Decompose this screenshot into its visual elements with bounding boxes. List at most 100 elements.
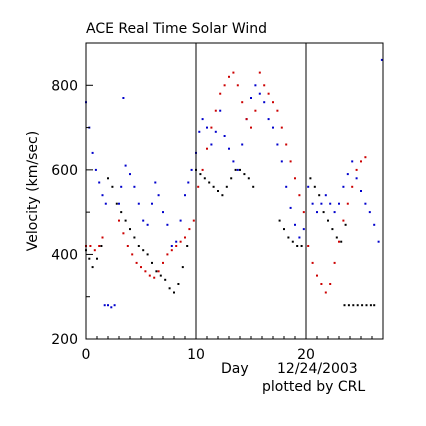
data-point-1-29 [223,84,226,87]
data-point-0-9 [110,306,113,309]
data-point-2-28 [212,185,215,188]
x-tick-label-1: 10 [187,347,205,363]
data-point-0-51 [280,160,283,163]
y-tick-label-0: 200 [51,332,78,348]
data-point-1-51 [320,283,323,285]
data-point-2-2 [91,266,94,269]
data-point-2-53 [343,304,346,307]
data-point-0-74 [380,58,383,61]
data-point-1-1 [89,245,92,247]
data-point-0-34 [206,126,208,129]
data-point-1-18 [175,245,178,247]
data-point-2-57 [361,304,364,307]
data-point-1-14 [157,270,160,273]
data-point-0-63 [333,211,336,214]
data-point-2-49 [331,228,334,231]
data-point-2-59 [369,304,372,307]
data-point-1-43 [285,143,288,146]
data-point-0-55 [298,236,301,239]
data-point-1-26 [210,126,213,129]
data-point-1-38 [263,84,266,87]
data-point-2-20 [173,291,175,294]
data-point-0-16 [133,185,136,188]
data-point-1-34 [245,118,248,121]
data-point-0-64 [338,202,340,205]
data-point-2-34 [239,168,241,171]
data-point-0-17 [137,202,140,205]
data-point-1-35 [250,126,252,129]
data-point-2-7 [115,202,118,205]
data-point-0-35 [210,143,213,146]
data-point-2-12 [137,245,140,247]
data-point-2-1 [88,257,91,260]
data-point-0-61 [324,194,327,197]
data-point-0-33 [201,118,204,121]
data-point-0-18 [142,219,145,222]
data-point-2-40 [287,236,290,239]
data-point-0-8 [107,304,109,307]
data-point-1-50 [316,274,318,277]
data-point-2-31 [225,185,228,188]
x-tick-label-0: 0 [82,347,91,363]
data-point-2-30 [221,194,224,197]
data-point-1-45 [294,177,296,180]
data-point-0-70 [364,202,367,205]
data-point-1-39 [267,92,270,95]
data-point-2-47 [322,211,325,214]
data-point-0-45 [254,84,257,87]
data-point-1-53 [329,283,332,285]
data-point-0-47 [263,101,266,104]
y-tick-label-1: 400 [51,247,78,263]
data-point-1-44 [289,160,292,163]
data-point-1-48 [307,245,310,247]
data-point-2-58 [365,304,368,307]
data-point-0-73 [377,240,380,243]
data-point-0-40 [232,160,235,163]
data-point-2-10 [129,228,131,231]
data-point-1-58 [351,185,354,188]
data-point-0-41 [236,168,239,171]
data-point-0-14 [124,164,127,167]
y-axis-label: Velocity (km/sec) [25,131,41,251]
data-point-2-13 [142,249,145,252]
x-tick-label-2: 20 [297,347,315,363]
data-point-2-52 [344,223,347,226]
data-point-2-14 [146,253,149,256]
data-point-2-16 [155,270,158,273]
data-point-0-38 [223,135,226,137]
data-point-1-33 [241,101,244,104]
rotation-markers [195,43,307,339]
data-point-1-7 [126,245,129,247]
data-point-1-4 [101,236,104,239]
data-point-2-21 [177,283,180,285]
data-point-0-2 [91,151,94,154]
data-point-2-48 [327,219,329,222]
data-point-2-55 [352,304,355,307]
data-point-0-15 [129,173,131,176]
data-point-2-50 [335,236,338,239]
data-point-0-71 [368,211,371,214]
data-point-0-5 [101,194,104,197]
x-axis: 0 10 20 [82,333,373,363]
data-point-0-12 [120,185,123,188]
data-point-1-25 [206,147,208,150]
data-point-2-5 [107,177,109,180]
data-point-2-51 [340,240,343,243]
data-point-1-42 [280,126,283,129]
data-point-1-17 [170,249,173,252]
data-point-2-23 [186,245,189,247]
data-points [85,58,383,309]
data-point-2-60 [373,304,376,307]
data-point-2-11 [133,236,136,239]
data-point-2-44 [309,177,312,180]
data-point-1-56 [342,219,345,222]
data-point-1-32 [236,84,239,87]
data-point-2-15 [151,261,153,264]
data-point-1-3 [98,245,101,247]
data-point-2-27 [208,181,211,184]
data-point-2-43 [300,245,303,247]
data-point-0-52 [285,185,288,188]
data-point-0-28 [184,194,186,197]
data-point-0-68 [355,177,358,180]
